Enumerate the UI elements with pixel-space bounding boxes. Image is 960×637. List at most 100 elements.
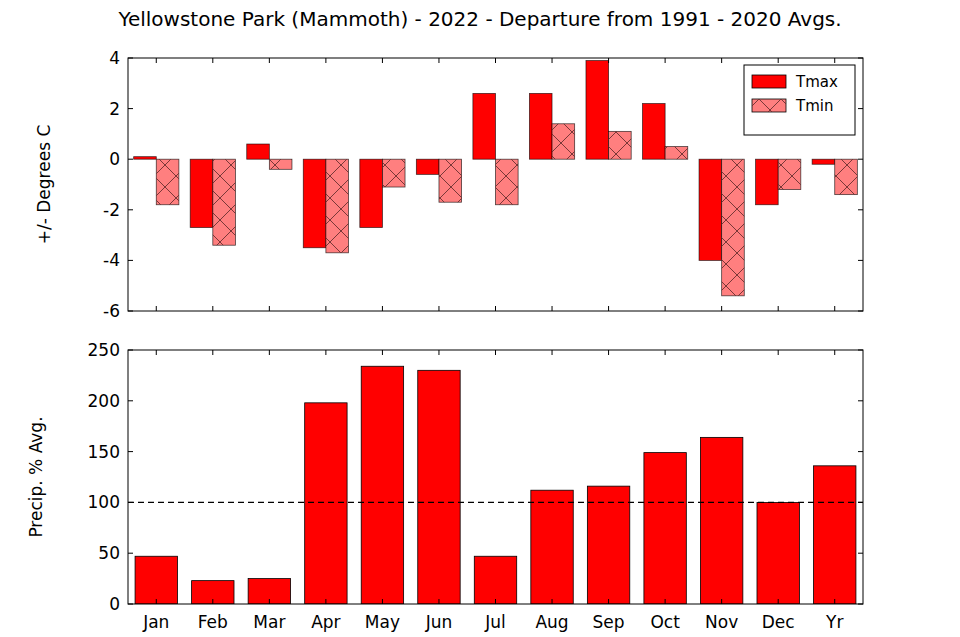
legend-swatch-hatch (752, 99, 786, 112)
chart-title: Yellowstone Park (Mammoth) - 2022 - Depa… (117, 7, 841, 31)
y-tick (858, 209, 863, 210)
bar-hatch (552, 124, 575, 159)
y-tick-label: 100 (88, 492, 120, 512)
x-tick (156, 599, 157, 604)
x-tick (778, 306, 779, 311)
x-tick (721, 599, 722, 604)
chart: 050100150200250JanFebMarAprMayJunJulAugS… (26, 340, 863, 632)
x-tick (212, 599, 213, 604)
x-tick (438, 306, 439, 311)
legend: TmaxTmin (744, 65, 855, 135)
bar-hatch (326, 159, 349, 253)
x-tick (495, 306, 496, 311)
y-tick (858, 311, 863, 312)
bar-hatch (269, 159, 292, 169)
bar (382, 159, 405, 187)
x-tick (665, 306, 666, 311)
bar (609, 131, 632, 159)
x-tick (778, 58, 779, 63)
x-tick (608, 58, 609, 63)
x-tick (269, 599, 270, 604)
x-tick-label: May (365, 612, 400, 632)
x-tick (212, 350, 213, 355)
y-tick (128, 553, 133, 554)
bar (835, 159, 858, 194)
bar (213, 159, 236, 245)
bar (757, 502, 799, 604)
x-tick (269, 350, 270, 355)
x-tick (495, 58, 496, 63)
y-axis-label: Precip. % Avg. (26, 416, 46, 537)
y-tick-label: -4 (103, 250, 120, 270)
y-tick (858, 58, 863, 59)
y-tick (858, 159, 863, 160)
x-tick (834, 306, 835, 311)
bar (418, 370, 460, 604)
y-tick-label: 50 (98, 543, 120, 563)
x-tick-label: Dec (762, 612, 795, 632)
x-tick (325, 599, 326, 604)
y-tick (858, 553, 863, 554)
plot-frame (128, 58, 863, 311)
bar (529, 93, 552, 159)
x-tick-label: Jan (142, 612, 169, 632)
bar (812, 159, 835, 164)
x-tick-label: Jul (484, 612, 506, 632)
bar (474, 556, 516, 604)
bar (496, 159, 519, 205)
marks (128, 366, 863, 604)
bar (587, 486, 629, 604)
y-tick (858, 502, 863, 503)
bar-hatch (609, 131, 632, 159)
x-tick (438, 350, 439, 355)
bar (305, 403, 347, 604)
x-tick (269, 306, 270, 311)
bar-hatch (496, 159, 519, 205)
bar (756, 159, 779, 205)
bar (473, 93, 496, 159)
bar-hatch (722, 159, 745, 296)
x-tick (665, 599, 666, 604)
x-tick (721, 350, 722, 355)
x-tick (834, 58, 835, 63)
bar (190, 159, 213, 227)
y-tick-label: -6 (103, 301, 120, 321)
bar (326, 159, 349, 253)
bar (778, 159, 801, 189)
legend-swatch (752, 75, 786, 88)
bar-hatch (213, 159, 236, 245)
y-tick (858, 400, 863, 401)
bar (269, 159, 292, 169)
y-tick-label: 0 (109, 149, 120, 169)
x-tick (212, 58, 213, 63)
bar (192, 581, 234, 604)
bar (699, 159, 722, 260)
x-tick (382, 350, 383, 355)
x-tick (778, 599, 779, 604)
y-tick (128, 58, 133, 59)
bar (643, 104, 666, 160)
legend-label: Tmin (795, 97, 833, 115)
bar (360, 159, 383, 227)
bar (439, 159, 462, 202)
bar-hatch (156, 159, 179, 205)
x-tick (325, 58, 326, 63)
x-tick (552, 350, 553, 355)
x-tick-label: Jun (425, 612, 453, 632)
legend-box (744, 65, 855, 135)
bar (586, 61, 609, 160)
bar (156, 159, 179, 205)
x-tick (325, 350, 326, 355)
y-tick-label: 250 (88, 340, 120, 360)
x-tick-label: Oct (650, 612, 680, 632)
x-tick (156, 350, 157, 355)
bar-hatch (778, 159, 801, 189)
y-axis-label: +/- Degrees C (34, 125, 54, 245)
bar (135, 556, 177, 604)
x-tick-label: Nov (705, 612, 738, 632)
x-tick (608, 599, 609, 604)
bar (531, 490, 573, 604)
x-tick (608, 306, 609, 311)
bar (303, 159, 326, 248)
x-tick (325, 306, 326, 311)
